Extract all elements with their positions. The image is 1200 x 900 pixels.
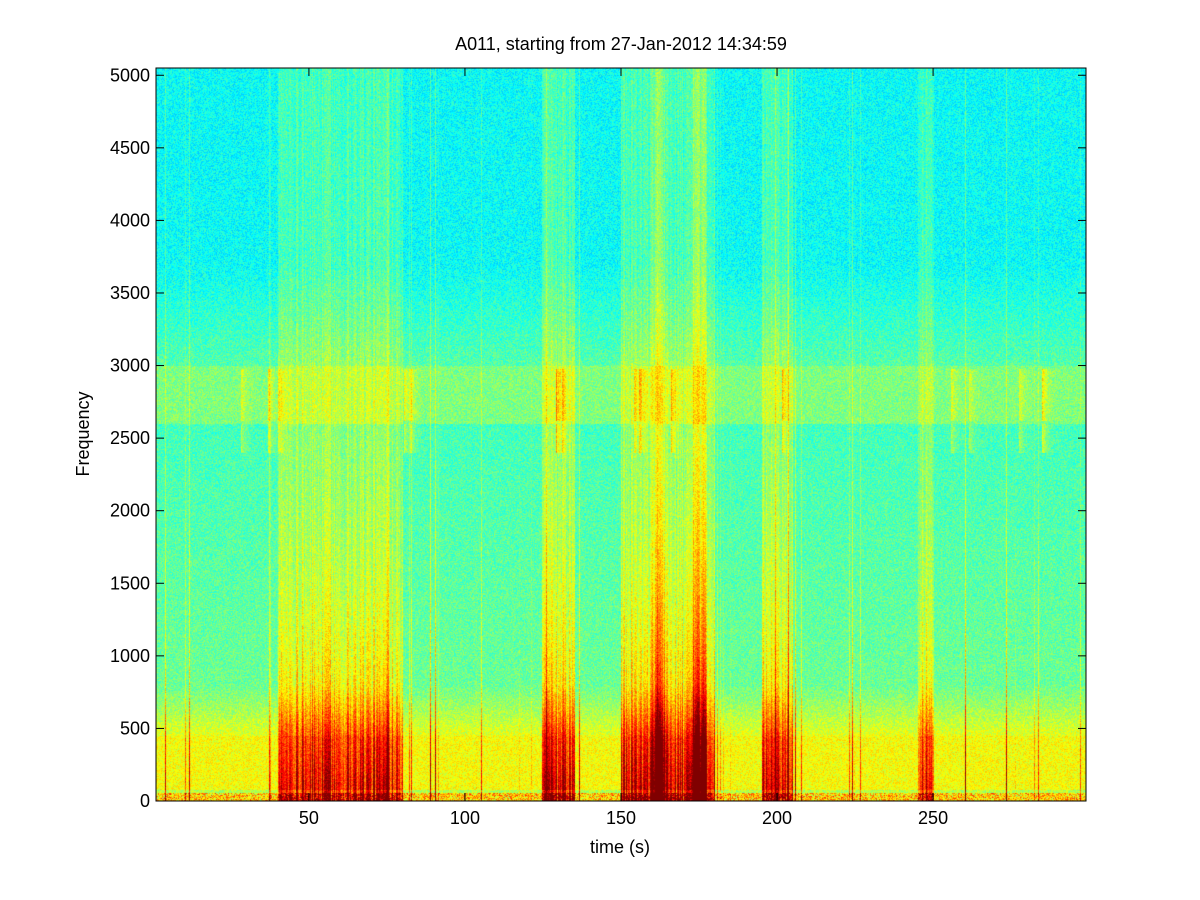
y-tick-label: 0 xyxy=(140,791,150,811)
y-tick-label: 5000 xyxy=(110,65,150,85)
x-axis: 50 100 150 200 250 xyxy=(299,68,948,828)
x-tick-label: 100 xyxy=(450,808,480,828)
y-tick-label: 1500 xyxy=(110,573,150,593)
x-tick-label: 250 xyxy=(918,808,948,828)
x-tick-label: 200 xyxy=(762,808,792,828)
spectrogram-heatmap xyxy=(156,68,1086,801)
y-tick-label: 500 xyxy=(120,718,150,738)
y-tick-label: 4500 xyxy=(110,138,150,158)
y-tick-label: 2000 xyxy=(110,501,150,521)
spectrogram-image xyxy=(156,68,1086,801)
x-axis-label: time (s) xyxy=(590,837,650,857)
y-tick-label: 3500 xyxy=(110,283,150,303)
y-tick-label: 2500 xyxy=(110,428,150,448)
y-tick-label: 1000 xyxy=(110,646,150,666)
x-tick-label: 150 xyxy=(606,808,636,828)
y-tick-label: 4000 xyxy=(110,210,150,230)
y-axis: 0 500 1000 1500 2000 2500 3000 3500 4000 4500 5000 xyxy=(110,65,1086,811)
chart-title: A011, starting from 27-Jan-2012 14:34:59 xyxy=(455,34,787,54)
y-tick-label: 3000 xyxy=(110,356,150,376)
plot-frame xyxy=(155,67,1087,802)
y-axis-label: Frequency xyxy=(73,391,93,476)
x-tick-label: 50 xyxy=(299,808,319,828)
